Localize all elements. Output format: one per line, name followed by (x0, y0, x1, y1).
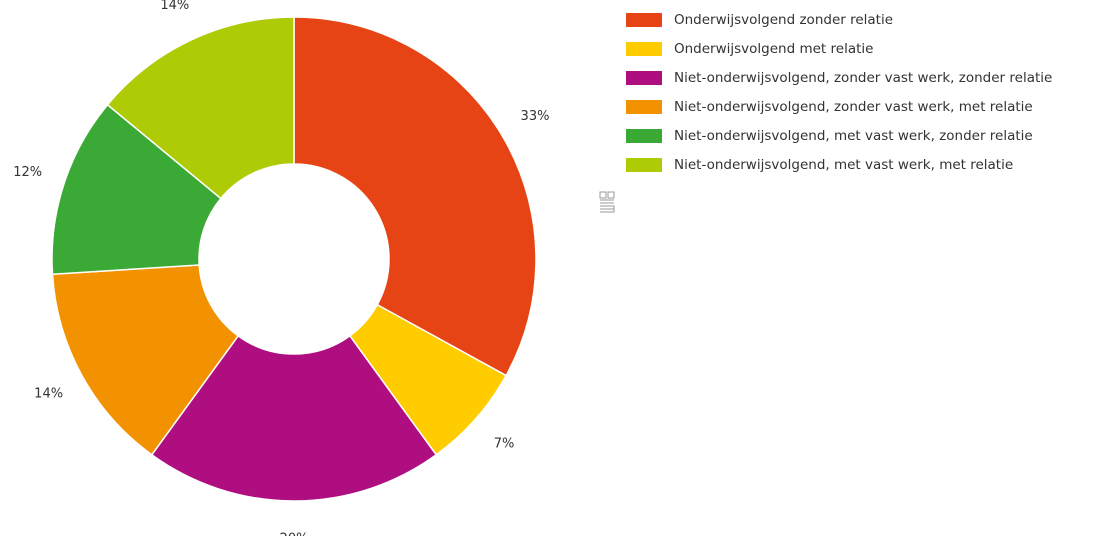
legend-label: Niet-onderwijsvolgend, met vast werk, zo… (674, 128, 1033, 144)
value-label: 7% (494, 437, 515, 452)
legend-swatch (626, 129, 662, 143)
cbs-logo (599, 191, 615, 213)
donut-segment (51, 264, 240, 456)
value-label: 14% (34, 386, 63, 401)
legend-label: Onderwijsvolgend zonder relatie (674, 12, 893, 28)
legend-label: Onderwijsvolgend met relatie (674, 41, 873, 57)
donut-segment (106, 16, 295, 200)
legend-swatch (626, 13, 662, 27)
legend-swatch (626, 42, 662, 56)
donut-segment (150, 334, 438, 502)
legend-label: Niet-onderwijsvolgend, met vast werk, me… (674, 157, 1013, 173)
legend-swatch (626, 100, 662, 114)
value-label: 12% (13, 165, 42, 180)
legend-swatch (626, 158, 662, 172)
donut-segment (293, 16, 537, 377)
legend-label: Niet-onderwijsvolgend, zonder vast werk,… (674, 99, 1033, 115)
value-label: 14% (160, 0, 189, 13)
value-label: 33% (521, 109, 550, 124)
legend-swatch (626, 71, 662, 85)
value-label: 20% (280, 532, 309, 536)
legend-label: Niet-onderwijsvolgend, zonder vast werk,… (674, 70, 1052, 86)
donut-segment (51, 103, 222, 275)
